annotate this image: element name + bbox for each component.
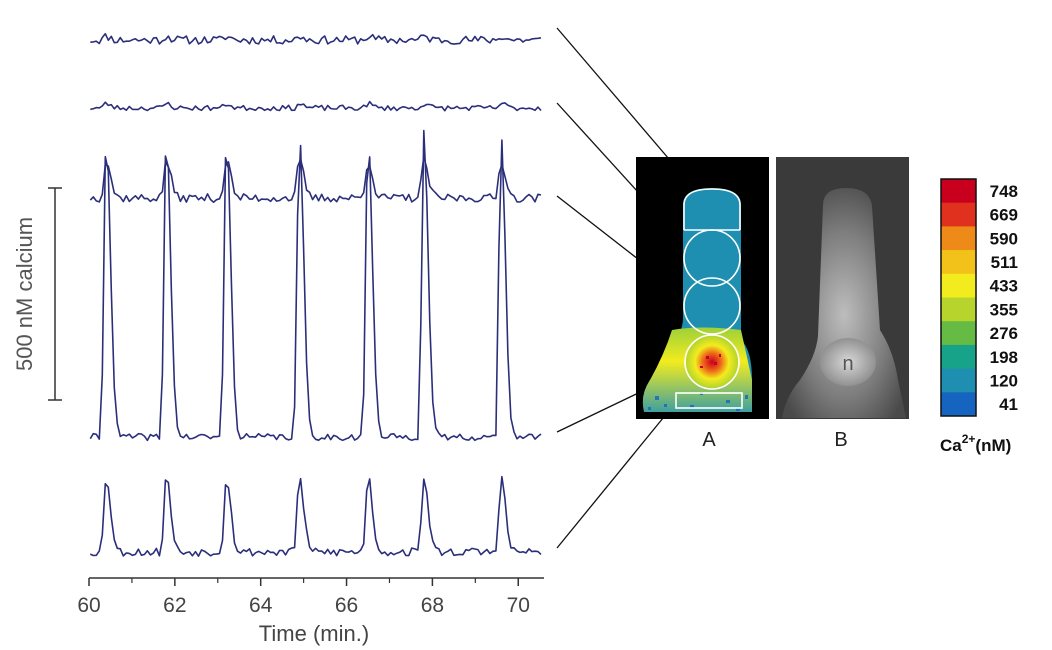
colorbar-label-748: 748 bbox=[990, 182, 1018, 201]
x-tick-label-68: 68 bbox=[421, 594, 444, 617]
colorbar-border bbox=[940, 178, 977, 417]
x-tick-label-60: 60 bbox=[77, 594, 100, 617]
colorbar-title-unit: (nM) bbox=[975, 436, 1011, 455]
panel-b-grayscale-image: n B bbox=[776, 157, 909, 451]
colorbar-title-main: Ca bbox=[940, 436, 962, 455]
colorbar-label-590: 590 bbox=[990, 229, 1018, 248]
colorbar-label-669: 669 bbox=[990, 206, 1018, 225]
colorbar-label-276: 276 bbox=[990, 324, 1018, 343]
panel-a-rois bbox=[675, 188, 743, 409]
panel-a-label: A bbox=[702, 429, 716, 451]
colorbar-label-41: 41 bbox=[999, 395, 1018, 414]
scale-bar: 500 nM calcium bbox=[12, 187, 62, 401]
colorbar-label-120: 120 bbox=[990, 372, 1018, 391]
colorbar-swatch-3 bbox=[941, 226, 976, 251]
x-axis: 60 62 64 66 68 70 Time (min.) bbox=[77, 577, 544, 646]
colorbar-swatch-5 bbox=[941, 273, 976, 298]
colorbar-swatch-2 bbox=[941, 202, 976, 227]
trace-5 bbox=[89, 475, 542, 557]
colorbar-swatch-6 bbox=[941, 297, 976, 322]
colorbar: 748 669 590 511 433 355 276 198 120 41 Ca2+(nM) bbox=[940, 178, 1018, 455]
trace-3 bbox=[89, 156, 542, 203]
x-tick-label-64: 64 bbox=[249, 594, 273, 617]
nucleus-label: n bbox=[842, 353, 853, 375]
calcium-traces bbox=[89, 32, 542, 557]
x-tick-label-62: 62 bbox=[163, 594, 186, 617]
colorbar-swatch-10 bbox=[941, 392, 976, 417]
x-tick-label-66: 66 bbox=[335, 594, 358, 617]
roi-3 bbox=[683, 277, 741, 335]
colorbar-swatch-4 bbox=[941, 250, 976, 275]
colorbar-swatch-8 bbox=[941, 344, 976, 370]
colorbar-label-198: 198 bbox=[990, 348, 1018, 367]
colorbar-swatch-1 bbox=[941, 179, 976, 204]
colorbar-label-433: 433 bbox=[990, 277, 1018, 296]
trace-1 bbox=[90, 32, 542, 45]
trace-2 bbox=[90, 100, 542, 112]
panel-a-hot-speckle bbox=[700, 354, 721, 368]
roi-4 bbox=[684, 334, 740, 390]
scale-bar-label: 500 nM calcium bbox=[12, 217, 37, 371]
colorbar-title-sup: 2+ bbox=[962, 432, 976, 446]
panel-b-label: B bbox=[834, 429, 847, 451]
colorbar-title: Ca2+(nM) bbox=[940, 432, 1011, 455]
roi-1 bbox=[683, 188, 741, 230]
panel-b-nucleus bbox=[820, 338, 876, 386]
roi-2 bbox=[683, 229, 741, 287]
panel-a-hotspot bbox=[686, 336, 738, 388]
colorbar-swatch-7 bbox=[941, 321, 976, 346]
trace-4 bbox=[89, 129, 542, 442]
colorbar-swatch-9 bbox=[941, 368, 976, 393]
roi-5 bbox=[675, 392, 743, 409]
colorbar-label-355: 355 bbox=[990, 300, 1018, 319]
x-tick-label-70: 70 bbox=[507, 594, 530, 617]
colorbar-label-511: 511 bbox=[991, 253, 1018, 272]
colorbar-swatches bbox=[941, 179, 976, 417]
panel-a-calcium-image: A bbox=[636, 157, 769, 451]
x-axis-title: Time (min.) bbox=[259, 621, 369, 646]
